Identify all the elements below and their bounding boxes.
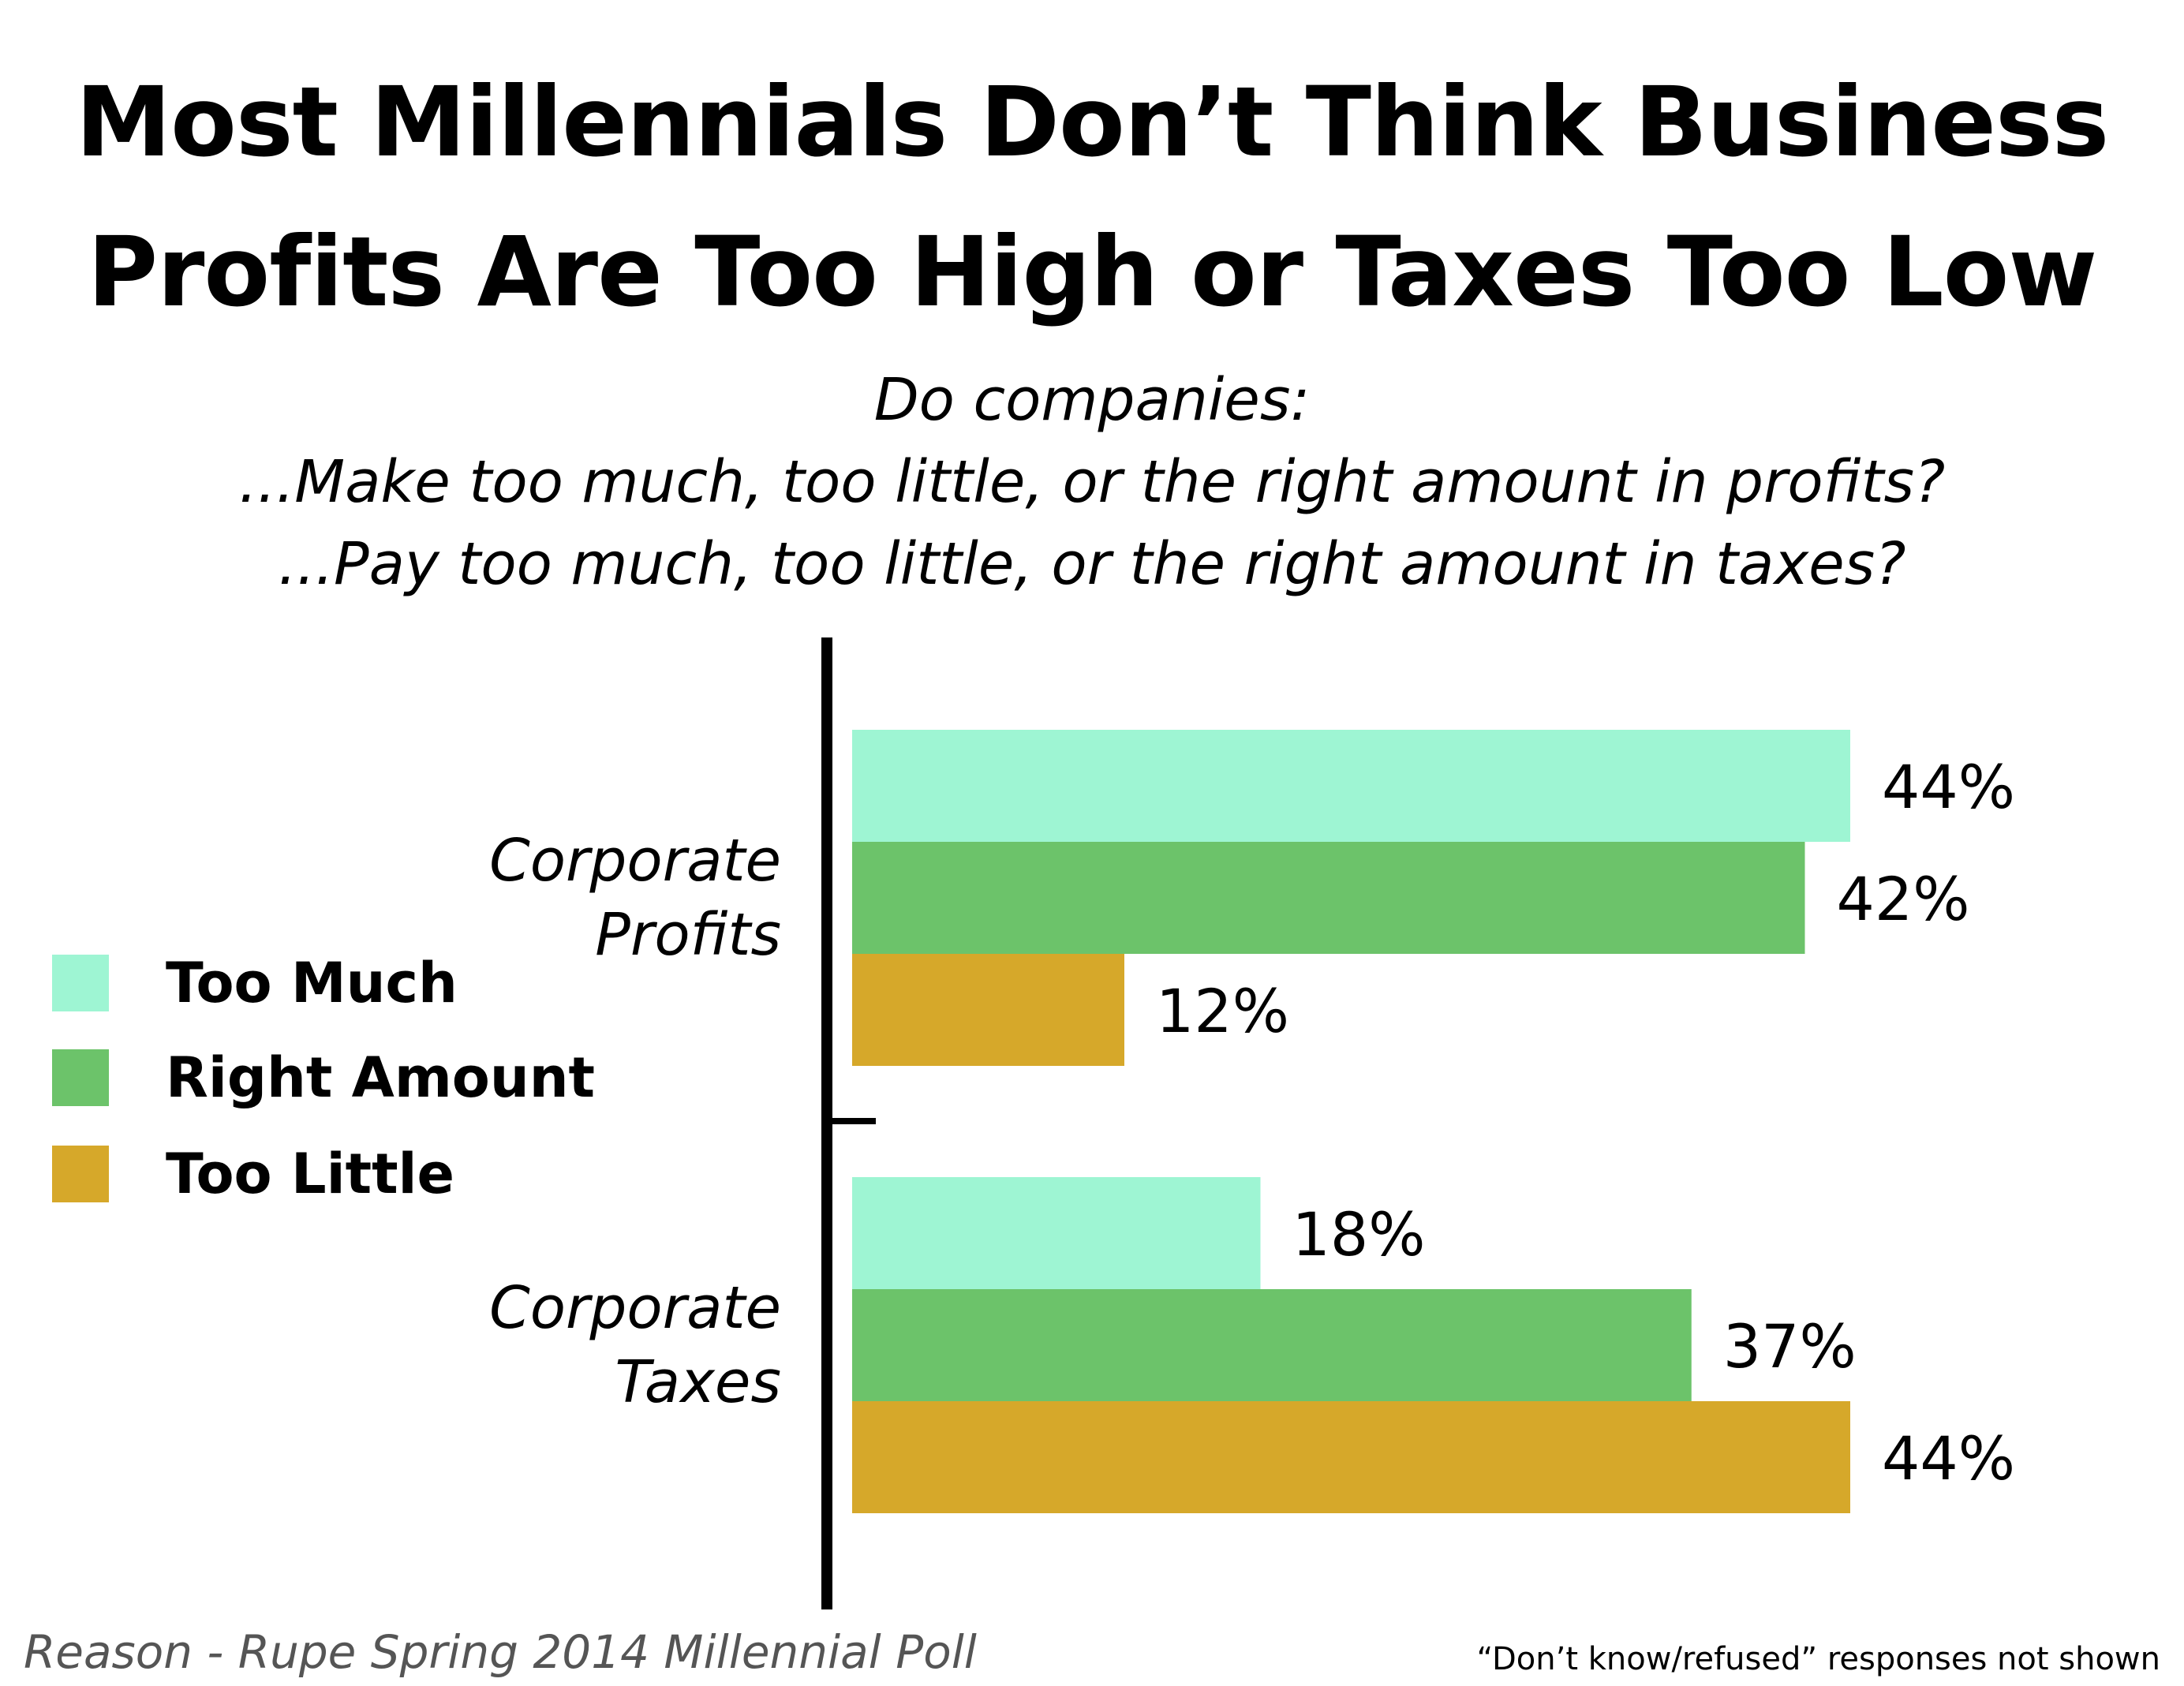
legend-label-2: Too Little <box>166 1142 454 1206</box>
category-label-0: Corporate Profits <box>489 827 781 969</box>
legend-swatch-0 <box>52 955 109 1011</box>
title-line-1: Most Millennials Don’t Think Business <box>75 66 2110 178</box>
bar-value-label-1-1: 37% <box>1723 1311 1857 1381</box>
bar-value-label-0-1: 18% <box>1292 1199 1426 1269</box>
category-label-1: Corporate Taxes <box>489 1274 781 1416</box>
subtitle-line-3: ...Pay too much, too little, or the righ… <box>278 530 1906 598</box>
bar-value-label-0-0: 44% <box>1882 752 2015 822</box>
source-citation: Reason - Rupe Spring 2014 Millennial Pol… <box>24 1625 977 1679</box>
bar-value-label-2-0: 12% <box>1156 976 1289 1046</box>
legend-label-0: Too Much <box>166 951 458 1015</box>
bar-2-1 <box>852 1401 1850 1513</box>
bar-0-1 <box>852 1177 1261 1289</box>
title-line-2: Profits Are Too High or Taxes Too Low <box>87 216 2097 328</box>
bar-1-1 <box>852 1289 1692 1401</box>
chart-title: Most Millennials Don’t Think Business Pr… <box>0 47 2184 347</box>
legend-label-1: Right Amount <box>166 1045 595 1110</box>
bar-value-label-2-1: 44% <box>1882 1423 2015 1493</box>
bar-2-0 <box>852 954 1124 1066</box>
footnote: “Don’t know/refused” responses not shown <box>1476 1641 2160 1677</box>
bar-1-0 <box>852 842 1805 954</box>
subtitle-line-1: Do companies: <box>873 366 1311 434</box>
bar-value-label-1-0: 42% <box>1837 864 1970 934</box>
bar-0-0 <box>852 730 1850 842</box>
subtitle-line-2: ...Make too much, too little, or the rig… <box>238 448 1946 516</box>
legend-swatch-2 <box>52 1146 109 1202</box>
legend-swatch-1 <box>52 1049 109 1106</box>
chart-subtitle: Do companies: ...Make too much, too litt… <box>0 359 2184 605</box>
